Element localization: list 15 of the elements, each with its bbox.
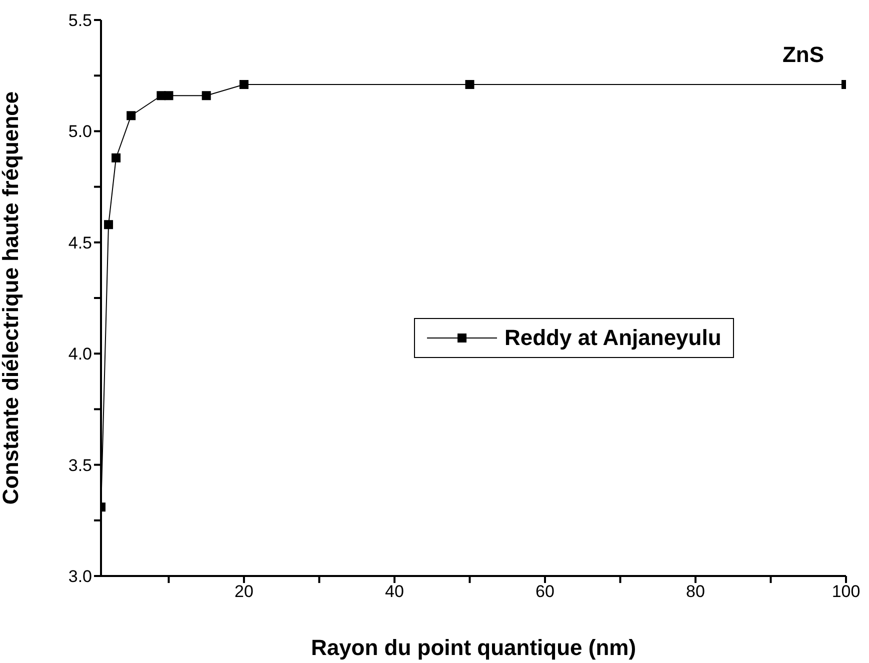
x-tick-label: 60 (536, 582, 554, 602)
y-tick-label: 5.0 (68, 122, 92, 142)
y-tick-label: 3.0 (68, 567, 92, 586)
x-tick-label: 40 (385, 582, 404, 602)
x-tick-label: 20 (234, 582, 254, 602)
annotation: ZnS (782, 42, 824, 68)
x-axis-title: Rayon du point quantique (nm) (310, 635, 636, 660)
y-axis-title: Constante diélectrique haute fréquence (0, 91, 23, 505)
y-tick-label: 4.0 (68, 344, 92, 364)
x-tick-label: 80 (686, 582, 705, 602)
x-tick-label: 100 (832, 582, 860, 602)
y-tick-label: 4.5 (68, 233, 92, 252)
legend-label: Reddy at Anjaneyulu (504, 325, 722, 351)
y-tick-label: 3.5 (68, 456, 92, 475)
y-tick-label: 5.5 (68, 11, 92, 30)
